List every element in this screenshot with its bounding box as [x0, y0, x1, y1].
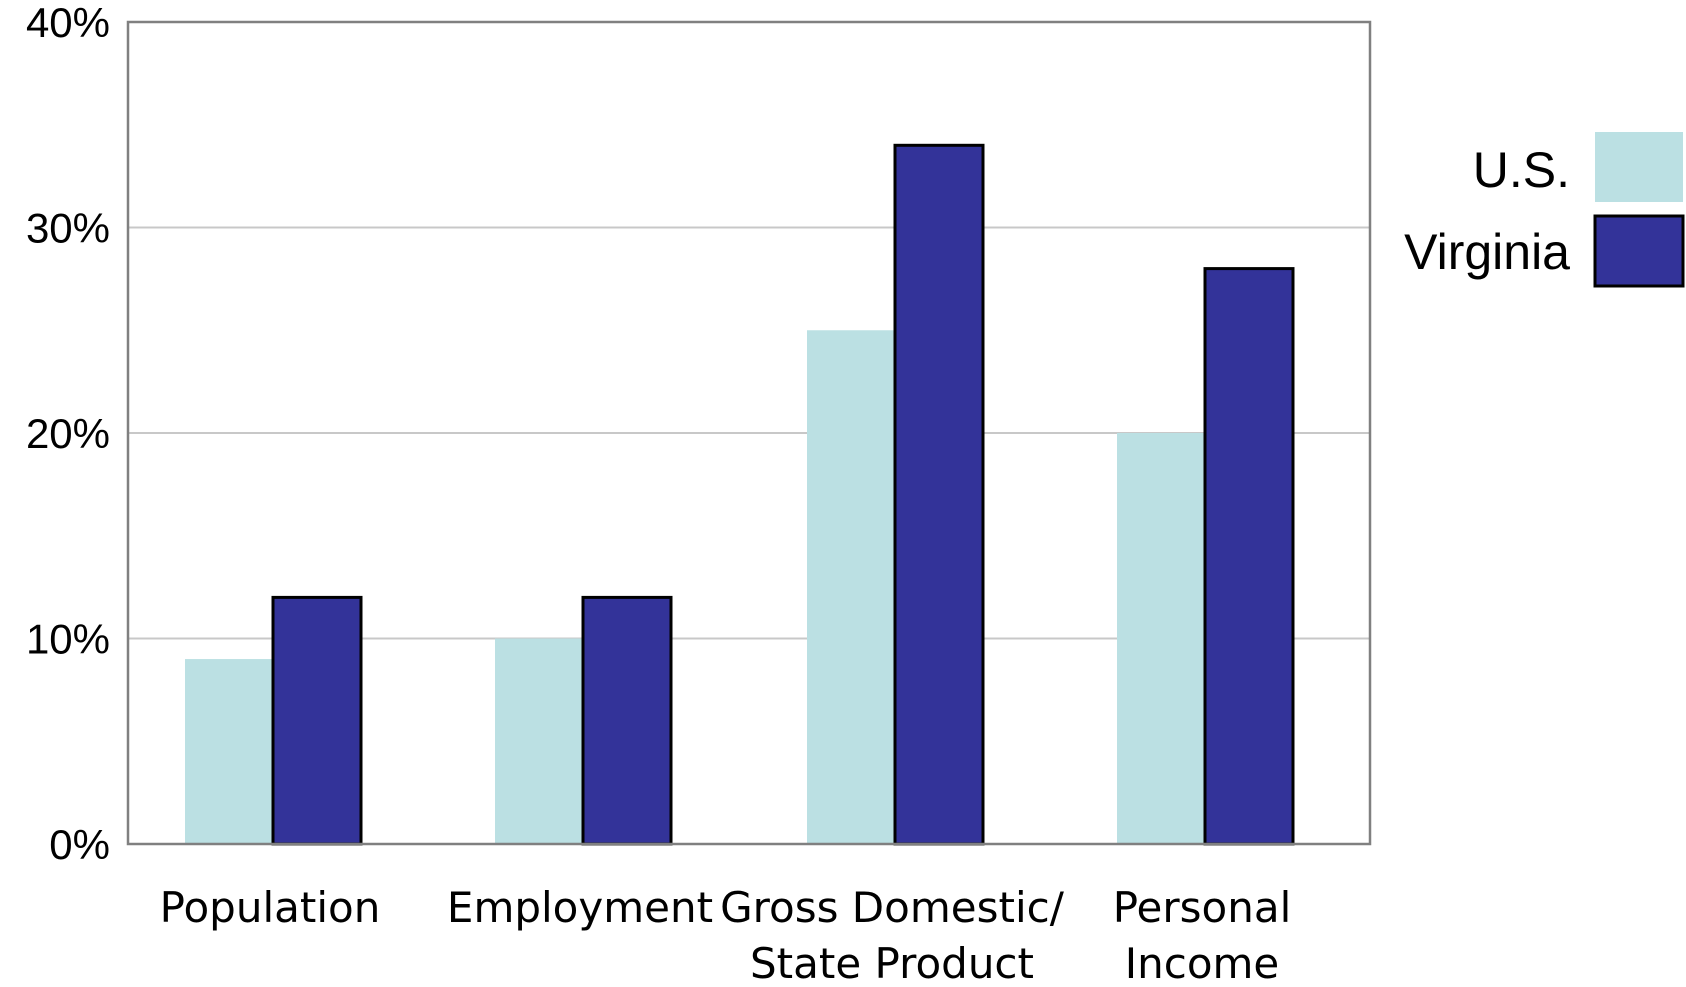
bar-virginia — [893, 143, 985, 846]
y-tick-label: 10% — [26, 616, 110, 663]
y-tick-label: 0% — [49, 821, 110, 868]
plot-border — [126, 20, 1372, 846]
x-category-label: Gross Domestic/ — [720, 883, 1065, 932]
bar-virginia — [581, 595, 673, 846]
legend-label-virginia: Virginia — [1404, 224, 1570, 280]
x-category-label: Employment — [447, 883, 713, 932]
legend-swatch-us — [1595, 132, 1683, 202]
bar-us — [807, 330, 895, 844]
legend: U.S. Virginia — [1404, 132, 1685, 288]
x-category-label: Population — [160, 883, 381, 932]
bar-us — [1117, 433, 1205, 844]
bar-virginia — [1203, 267, 1295, 846]
legend-swatch-virginia — [1593, 214, 1685, 288]
y-tick-label: 30% — [26, 205, 110, 252]
legend-label-us: U.S. — [1473, 142, 1570, 198]
bars — [185, 143, 1295, 846]
bar-virginia — [271, 595, 363, 846]
bar-us — [495, 638, 583, 844]
x-axis-category-labels: Population Employment Gross Domestic/State… — [160, 883, 1292, 987]
y-axis-tick-labels: 0% 10% 20% 30% 40% — [26, 0, 110, 868]
x-category-label: State Product — [750, 939, 1034, 987]
x-category-label: Income — [1125, 939, 1280, 987]
x-category-label: Personal — [1113, 883, 1292, 932]
bar-us — [185, 659, 273, 844]
plot-frame — [126, 20, 1372, 846]
y-tick-label: 20% — [26, 410, 110, 457]
y-tick-label: 40% — [26, 0, 110, 46]
